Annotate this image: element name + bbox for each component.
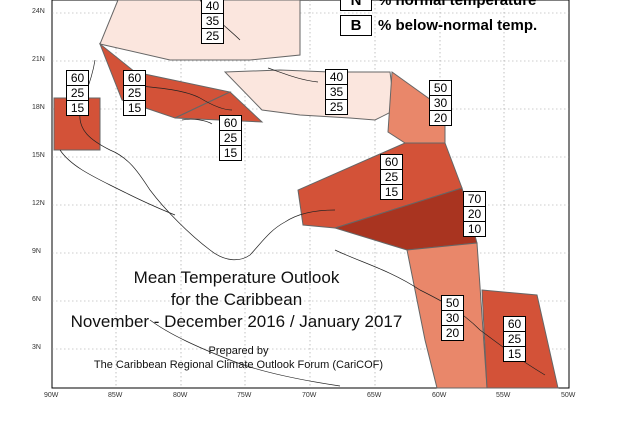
prob-above: 60 (220, 116, 241, 131)
prob-above: 50 (430, 81, 451, 96)
map-title: Mean Temperature Outlook (133, 268, 340, 287)
lon-label: 80W (173, 392, 188, 399)
prob-below: 25 (205, 29, 220, 43)
prob-box-windward-islands: 60 25 15 (380, 154, 403, 200)
lon-label: 65W (367, 392, 382, 399)
prob-below: 15 (384, 185, 399, 199)
legend-key-normal: N (340, 0, 372, 11)
legend-key-below: B (340, 15, 372, 36)
lon-label: 75W (237, 392, 252, 399)
prob-below: 20 (445, 326, 460, 340)
organization: The Caribbean Regional Climate Outlook F… (93, 359, 384, 371)
prob-box-jamaica: 60 25 15 (219, 115, 242, 161)
prob-above: 40 (202, 0, 223, 14)
lon-label: 90W (44, 392, 59, 399)
prob-box-guyana: 50 30 20 (441, 295, 464, 341)
prob-below: 15 (507, 347, 522, 361)
prob-above: 60 (124, 71, 145, 86)
prob-normal: 35 (326, 85, 347, 100)
prob-below: 20 (433, 111, 448, 125)
prob-box-hispaniola-puerto-rico: 40 35 25 (325, 69, 348, 115)
lat-label: 12N (32, 200, 45, 207)
prob-normal: 25 (504, 332, 525, 347)
prob-below: 15 (70, 101, 85, 115)
prepared-by: Prepared by (208, 345, 269, 357)
prob-above: 70 (464, 192, 485, 207)
lon-label: 70W (302, 392, 317, 399)
prob-normal: 20 (464, 207, 485, 222)
prob-box-cuba: 60 25 15 (123, 70, 146, 116)
lon-label: 55W (496, 392, 511, 399)
legend-normal: N % normal temperature (340, 0, 536, 11)
prob-normal: 30 (442, 311, 463, 326)
prob-above: 60 (504, 317, 525, 332)
prob-below: 10 (467, 222, 482, 236)
lat-label: 18N (32, 104, 45, 111)
prob-normal: 25 (67, 86, 88, 101)
lon-label: 50W (561, 392, 576, 399)
prob-normal: 25 (124, 86, 145, 101)
prob-above: 60 (67, 71, 88, 86)
prob-box-leeward-islands: 50 30 20 (429, 80, 452, 126)
prob-below: 15 (127, 101, 142, 115)
lat-label: 9N (32, 248, 41, 255)
lat-label: 6N (32, 296, 41, 303)
prob-box-belize: 60 25 15 (66, 70, 89, 116)
region-hispaniola-puerto-rico[interactable] (223, 69, 396, 121)
legend-text-below: % below-normal temp. (378, 17, 538, 34)
prob-box-bahamas-north: 40 35 25 (201, 0, 224, 44)
prob-above: 40 (326, 70, 347, 85)
prob-above: 50 (442, 296, 463, 311)
prob-normal: 25 (381, 170, 402, 185)
lat-label: 24N (32, 8, 45, 15)
prob-above: 60 (381, 155, 402, 170)
map-subtitle: for the Caribbean (170, 290, 303, 309)
lon-label: 85W (108, 392, 123, 399)
lat-label: 3N (32, 344, 41, 351)
prob-below: 15 (223, 146, 238, 160)
lat-label: 21N (32, 56, 45, 63)
prob-box-suriname-french-guiana: 60 25 15 (503, 316, 526, 362)
prob-normal: 35 (202, 14, 223, 29)
prob-below: 25 (329, 100, 344, 114)
lon-label: 60W (432, 392, 447, 399)
outlook-period: November - December 2016 / January 2017 (70, 312, 403, 331)
prob-box-barbados-trinidad: 70 20 10 (463, 191, 486, 237)
legend-below: B % below-normal temp. (340, 15, 537, 36)
legend-text-normal: % normal temperature (378, 0, 537, 9)
prob-normal: 30 (430, 96, 451, 111)
lat-label: 15N (32, 152, 45, 159)
prob-normal: 25 (220, 131, 241, 146)
region-bahamas-north[interactable] (99, 0, 301, 61)
